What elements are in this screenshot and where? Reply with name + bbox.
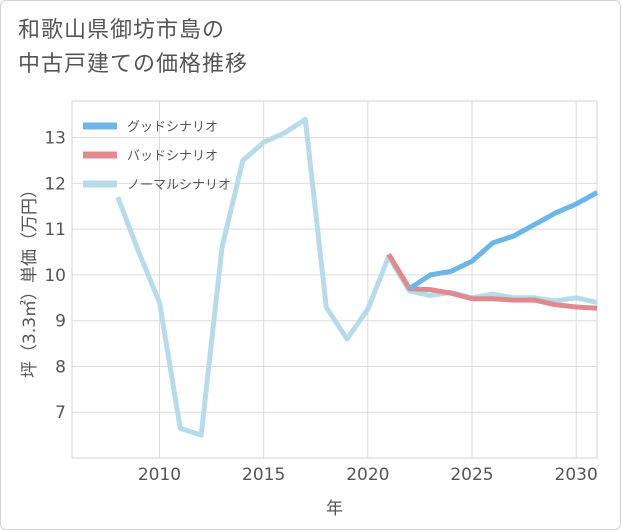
chart-title-line1: 和歌山県御坊市島の [18,18,226,43]
x-tick-label: 2010 [138,465,181,485]
y-tick-label: 11 [44,220,66,240]
y-tick-label: 12 [44,174,66,194]
legend-label-good: グッドシナリオ [127,120,218,135]
plot-area [71,100,598,459]
legend-label-normal: ノーマルシナリオ [127,178,231,193]
x-tick-label: 2020 [346,465,389,485]
x-tick-label: 2030 [555,465,598,485]
x-axis-label: 年 [326,499,343,519]
chart-title: 和歌山県御坊市島の 中古戸建ての価格推移 [18,14,248,82]
y-tick-label: 7 [55,403,66,423]
y-axis-label: 坪（3.3㎡）単価（万円） [20,181,40,378]
y-tick-label: 8 [55,357,66,377]
chart-title-line2: 中古戸建ての価格推移 [18,52,249,77]
series-line-normal [115,116,598,438]
x-tick-label: 2025 [450,465,493,485]
y-tick-label: 13 [44,129,66,149]
series-line-good [408,190,599,291]
series-line-bad [386,253,598,311]
legend-label-bad: バッドシナリオ [127,149,218,164]
y-tick-label: 9 [55,312,66,332]
x-tick-label: 2015 [242,465,285,485]
y-tick-label: 10 [44,266,66,286]
